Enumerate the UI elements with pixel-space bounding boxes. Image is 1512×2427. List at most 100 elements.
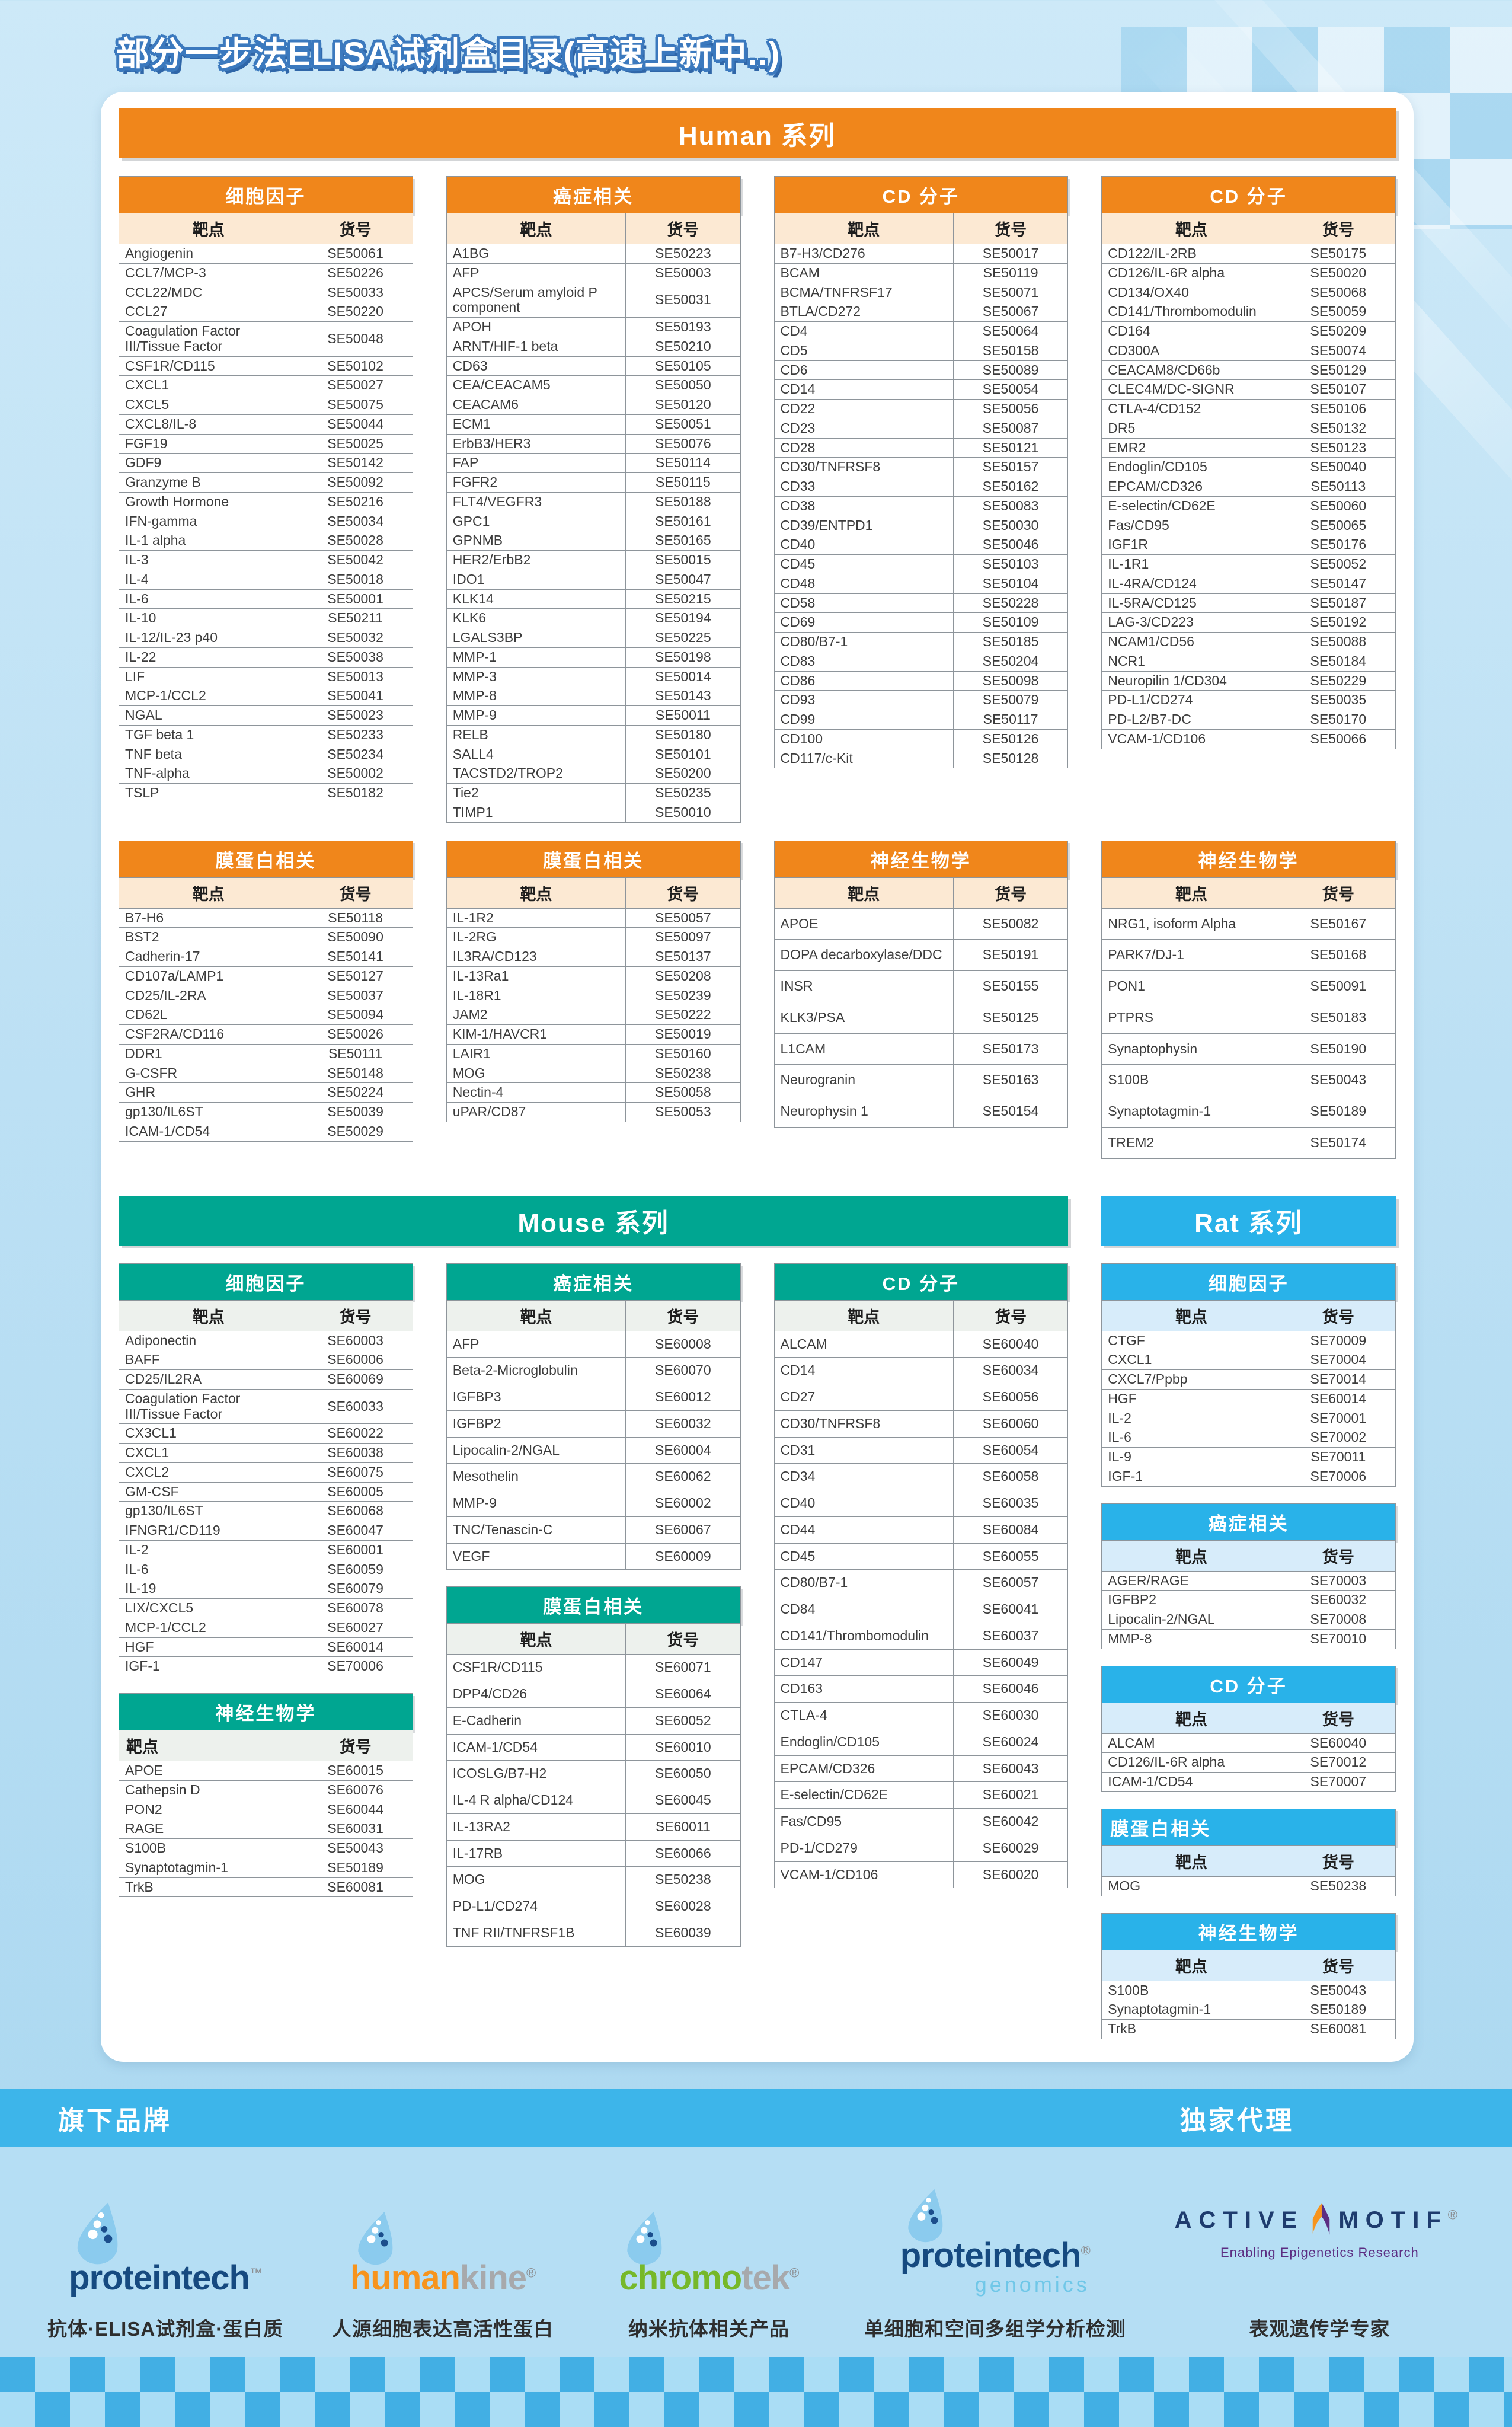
- table-row: CD134/OX40 SE50068: [1101, 282, 1396, 303]
- catalog-cell: SE50058: [625, 1082, 741, 1103]
- catalog-cell: SE70009: [1280, 1330, 1396, 1351]
- target-col-header: 靶点: [1101, 213, 1281, 244]
- target-cell: Coagulation Factor III/Tissue Factor: [118, 321, 299, 357]
- catalog-cell: SE60004: [625, 1436, 741, 1464]
- target-cell: CEACAM6: [446, 395, 626, 415]
- table-row: CEACAM6 SE50120: [446, 395, 741, 415]
- target-cell: CD141/Thrombomodulin: [773, 1622, 954, 1650]
- table-row: PTPRS SE50183: [1101, 1001, 1396, 1034]
- table-row: CD14 SE60034: [773, 1357, 1069, 1384]
- target-cell: FLT4/VEGFR3: [446, 491, 626, 512]
- table-row: CLEC4M/DC-SIGNR SE50107: [1101, 379, 1396, 400]
- table-category-header: 癌症相关: [446, 1263, 741, 1301]
- table-row: CD164 SE50209: [1101, 321, 1396, 341]
- table-category-header: 癌症相关: [446, 176, 741, 213]
- catalog-cell: SE60001: [298, 1540, 413, 1560]
- target-col-header: 靶点: [1101, 1299, 1281, 1331]
- catalog-cell: SE50157: [952, 457, 1069, 477]
- target-cell: CSF1R/CD115: [118, 356, 299, 376]
- table-row: ICOSLG/B7-H2 SE60050: [446, 1760, 741, 1787]
- target-cell: IL-1R1: [1101, 554, 1281, 574]
- catalog-cell: SE60014: [298, 1637, 413, 1658]
- brand-proteintech: proteintech™ 抗体·ELISA试剂盒·蛋白质: [47, 2167, 283, 2342]
- catalog-cell: SE50220: [298, 302, 413, 322]
- table-row: Fas/CD95 SE50065: [1101, 515, 1396, 536]
- section-banner-mouse: Mouse 系列: [119, 1195, 1069, 1246]
- catalog-cell: SE50113: [1280, 477, 1396, 497]
- catalog-cell: SE60011: [625, 1813, 741, 1841]
- catalog-cell: SE50013: [298, 666, 413, 687]
- table-row: IFN-gamma SE50034: [118, 511, 413, 532]
- table-row: CD99 SE50117: [773, 710, 1069, 730]
- brand-proteintech-genomics: proteintech® genomics 单细胞和空间多组学分析检测: [864, 2167, 1126, 2342]
- catalog-cell: SE60042: [952, 1808, 1069, 1835]
- table-row: CD38 SE50083: [773, 496, 1069, 516]
- target-cell: TNF beta: [118, 744, 299, 765]
- table-row: CD62L SE50094: [118, 1005, 413, 1025]
- table-row: TNC/Tenascin-C SE60067: [446, 1516, 741, 1544]
- table-row: CXCL1 SE50027: [118, 375, 413, 395]
- catalog-col-header: 货号: [952, 1299, 1069, 1331]
- catalog-card: Human 系列 细胞因子 靶点 货号 Angiogenin SE50061 CCL7/M…: [101, 92, 1414, 2062]
- table-row: LAG-3/CD223 SE50192: [1101, 612, 1396, 633]
- catalog-col-header: 货号: [625, 1623, 741, 1655]
- catalog-cell: SE50193: [625, 317, 741, 337]
- table-row: CTGF SE70009: [1101, 1330, 1396, 1351]
- target-cell: CCL7/MCP-3: [118, 263, 299, 283]
- catalog-cell: SE50137: [625, 947, 741, 967]
- table-row: FLT4/VEGFR3 SE50188: [446, 491, 741, 512]
- catalog-cell: SE50076: [625, 433, 741, 454]
- humankine-logo: humankine®: [350, 2167, 536, 2295]
- table-row: RELB SE50180: [446, 724, 741, 745]
- table-category-header: 癌症相关: [1101, 1503, 1396, 1541]
- target-cell: CD83: [773, 651, 954, 672]
- table-row: ECM1 SE50051: [446, 414, 741, 435]
- catalog-cell: SE60068: [298, 1501, 413, 1521]
- catalog-cell: SE50174: [1280, 1126, 1396, 1159]
- genomics-subtext: genomics: [974, 2272, 1090, 2297]
- target-cell: TNC/Tenascin-C: [446, 1516, 626, 1544]
- catalog-cell: SE60029: [952, 1834, 1069, 1862]
- table-row: CXCL1 SE60038: [118, 1443, 413, 1463]
- target-cell: Endoglin/CD105: [1101, 457, 1281, 477]
- table-row: CD5 SE50158: [773, 340, 1069, 361]
- table-row: Synaptotagmin-1 SE50189: [1101, 1096, 1396, 1128]
- catalog-cell: SE60044: [298, 1799, 413, 1820]
- target-cell: IGF-1: [1101, 1466, 1281, 1487]
- table-row: CD28 SE50121: [773, 438, 1069, 458]
- target-cell: TREM2: [1101, 1126, 1281, 1159]
- table-row: CD40 SE60035: [773, 1490, 1069, 1517]
- target-cell: L1CAM: [773, 1033, 954, 1065]
- table-row: Angiogenin SE50061: [118, 244, 413, 264]
- target-cell: CD25/IL2RA: [118, 1369, 299, 1390]
- target-cell: IL-18R1: [446, 985, 626, 1006]
- table-row: Adiponectin SE60003: [118, 1330, 413, 1351]
- table-human-cd-molecules-2: CD 分子 靶点 货号 CD122/IL-2RB SE50175 CD126/IL-6R …: [1101, 176, 1396, 749]
- table-row: FAP SE50114: [446, 453, 741, 473]
- catalog-cell: SE50239: [625, 985, 741, 1006]
- human-band2-col2: 膜蛋白相关 靶点 货号 IL-1R2 SE50057 IL-2RG SE50097 IL3RA…: [446, 840, 741, 1122]
- target-cell: Tie2: [446, 783, 626, 803]
- catalog-cell: SE50198: [625, 647, 741, 668]
- catalog-cell: SE50154: [952, 1096, 1069, 1128]
- checkerboard-strip: [0, 2356, 1512, 2427]
- target-col-header: 靶点: [446, 1299, 626, 1331]
- target-cell: MMP-1: [446, 647, 626, 668]
- catalog-cell: SE60012: [625, 1384, 741, 1411]
- table-row: RAGE SE60031: [118, 1819, 413, 1839]
- catalog-cell: SE50234: [298, 744, 413, 765]
- table-row: GPNMB SE50165: [446, 531, 741, 551]
- catalog-cell: SE50060: [1280, 496, 1396, 516]
- catalog-cell: SE50160: [625, 1043, 741, 1064]
- target-cell: S100B: [118, 1838, 299, 1858]
- catalog-col-header: 货号: [625, 213, 741, 244]
- target-cell: CD33: [773, 477, 954, 497]
- table-row: MMP-8 SE70010: [1101, 1628, 1396, 1649]
- table-row: CD84 SE60041: [773, 1596, 1069, 1623]
- catalog-cell: SE60078: [298, 1598, 413, 1618]
- table-row: IL-6 SE50001: [118, 589, 413, 609]
- target-cell: VEGF: [446, 1543, 626, 1570]
- target-cell: TIMP1: [446, 802, 626, 823]
- human-band2-col1: 膜蛋白相关 靶点 货号 B7-H6 SE50118 BST2 SE50090 Cadherin…: [118, 840, 413, 1142]
- target-cell: Endoglin/CD105: [773, 1728, 954, 1756]
